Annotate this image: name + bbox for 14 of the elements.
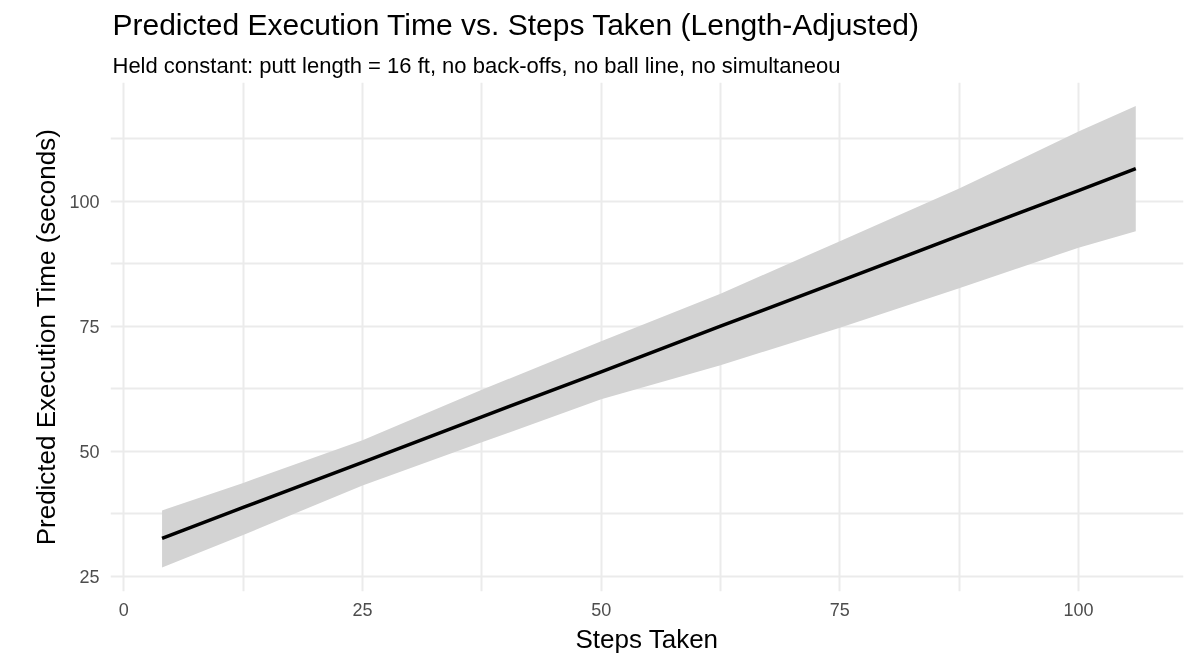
y-axis-title: Predicted Execution Time (seconds) — [31, 129, 62, 546]
x-tick-label: 75 — [829, 599, 850, 620]
x-axis-title: Steps Taken — [575, 623, 719, 654]
x-tick-label: 50 — [591, 599, 612, 620]
y-tick-label: 50 — [79, 441, 100, 462]
y-tick-label: 75 — [79, 316, 100, 337]
x-tick-label: 25 — [352, 599, 373, 620]
line-series — [160, 166, 1138, 541]
y-tick-label: 100 — [69, 191, 100, 212]
chart-subtitle: Held constant: putt length = 16 ft, no back-offs, no ball line, no simultaneou — [112, 52, 841, 78]
y-tick-label: 25 — [79, 566, 100, 587]
x-tick-label: 0 — [118, 599, 129, 620]
x-tick-label: 100 — [1063, 599, 1094, 620]
chart-title: Predicted Execution Time vs. Steps Taken (Length-Adjusted) — [112, 7, 920, 41]
